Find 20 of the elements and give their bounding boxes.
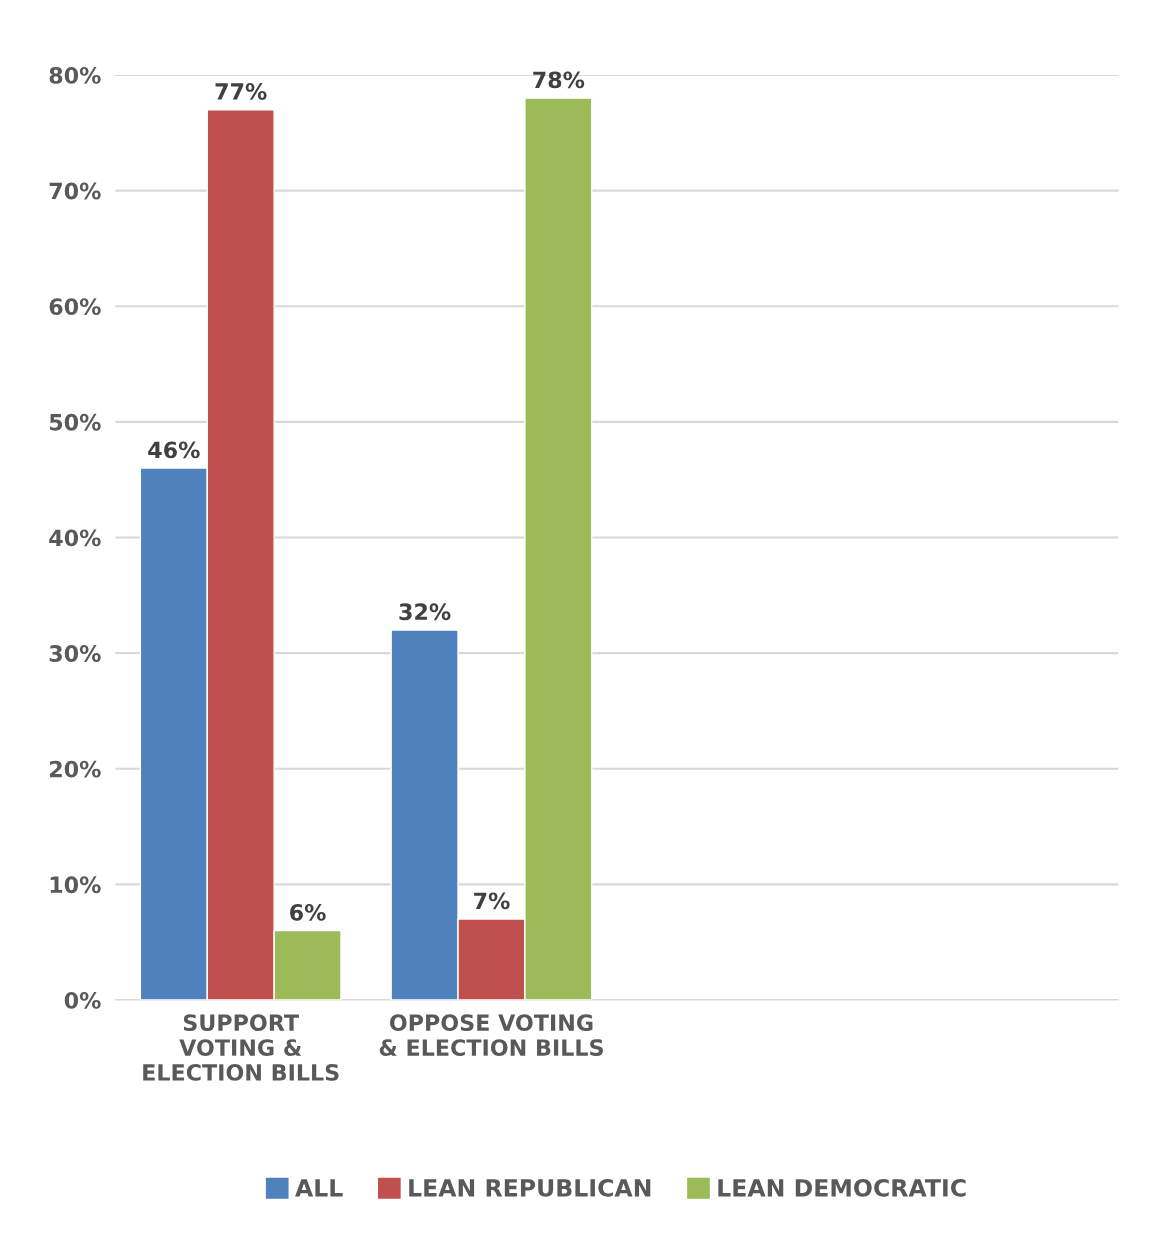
y-tick-label: 10% (50, 876, 101, 894)
y-tick-label: 40% (49, 529, 101, 547)
data-label: 46% (148, 441, 200, 459)
y-tick-label: 20% (49, 760, 101, 778)
data-label: 6% (290, 903, 326, 921)
legend-label: LEAN DEMOCRATIC (718, 1178, 966, 1197)
y-tick-label: 70% (49, 182, 101, 200)
y-tick-label: 50% (49, 413, 101, 431)
data-label: 77% (215, 83, 267, 100)
data-label: 32% (399, 603, 451, 621)
y-tick-label: 0% (64, 991, 101, 1009)
y-tick-label: 80% (49, 66, 101, 84)
x-tick-label: SUPPORT VOTING & ELECTION BILLS (143, 1014, 339, 1081)
x-tick-label: OPPOSE VOTING & ELECTION BILLS (379, 1014, 603, 1056)
data-label: 7% (474, 892, 510, 910)
y-tick-label: 30% (49, 645, 101, 662)
data-label: 78% (533, 71, 585, 89)
legend-label: ALL (295, 1179, 343, 1197)
legend-label: LEAN REPUBLICAN (409, 1178, 651, 1197)
y-tick-label: 60% (49, 298, 101, 316)
